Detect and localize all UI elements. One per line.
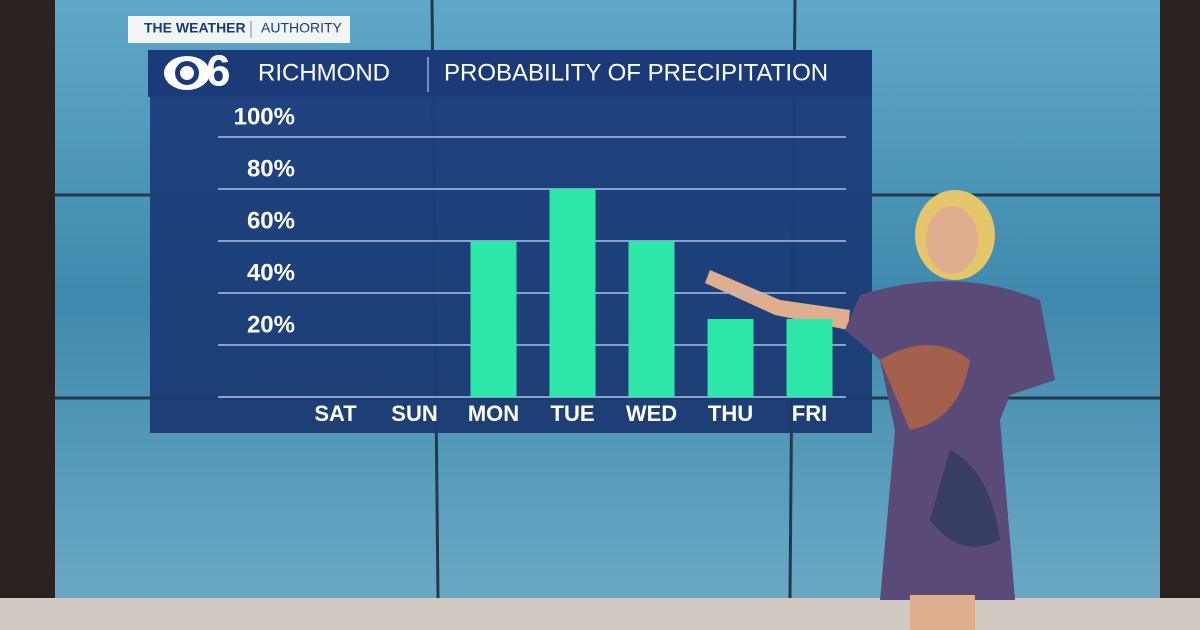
station-name: RICHMOND <box>258 59 390 86</box>
floor-ledge <box>0 598 1200 630</box>
x-tick-label: WED <box>626 401 677 426</box>
x-tick-label: FRI <box>792 401 827 426</box>
x-tick-label: TUE <box>551 401 595 426</box>
x-tick-label: SUN <box>391 401 437 426</box>
bar <box>549 189 596 397</box>
tag-left: THE WEATHER <box>144 20 246 36</box>
y-tick-label: 100% <box>234 103 295 130</box>
chart-title: PROBABILITY OF PRECIPITATION <box>444 59 828 86</box>
presenter <box>705 190 1055 630</box>
title-bar <box>148 50 872 97</box>
bar <box>470 241 517 397</box>
x-tick-label: THU <box>708 401 753 426</box>
y-tick-label: 20% <box>247 311 295 338</box>
tag-box <box>128 16 350 43</box>
x-tick-label: MON <box>468 401 519 426</box>
tag-right: AUTHORITY <box>261 20 343 36</box>
cbs-eye <box>164 56 210 90</box>
bar <box>786 319 833 397</box>
bar <box>628 241 675 397</box>
y-tick-label: 60% <box>247 207 295 234</box>
logo-number: 6 <box>206 47 230 96</box>
bar <box>707 319 754 397</box>
y-tick-label: 80% <box>247 155 295 182</box>
x-tick-label: SAT <box>314 401 357 426</box>
y-tick-label: 40% <box>247 259 295 286</box>
